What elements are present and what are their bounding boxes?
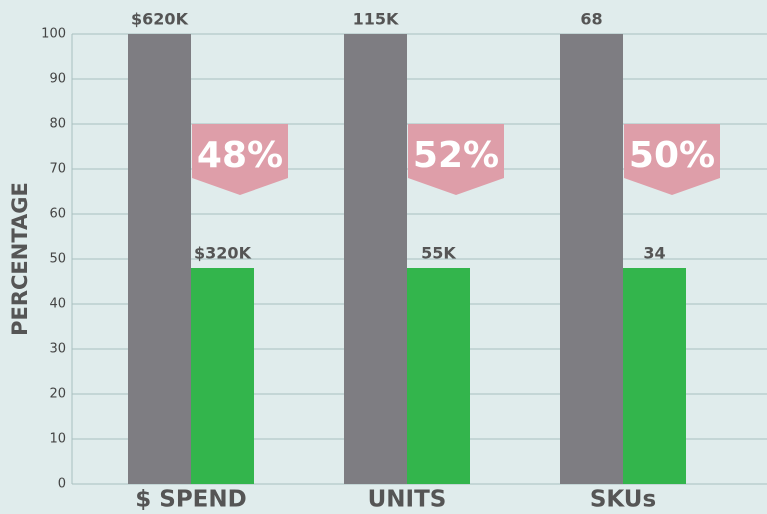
bar-label: 55K	[421, 244, 456, 263]
y-tick-label: 60	[49, 207, 66, 222]
bar-label: $320K	[194, 244, 252, 263]
bar	[560, 34, 623, 484]
x-tick-label: UNITS	[368, 487, 447, 513]
bar-label: 34	[643, 244, 665, 263]
y-tick-label: 90	[49, 72, 66, 87]
y-tick-label: 10	[49, 432, 66, 447]
y-axis-label: PERCENTAGE	[8, 182, 32, 336]
bar-label: 68	[580, 10, 602, 29]
bar	[191, 268, 254, 484]
callout-text: 52%	[413, 135, 499, 176]
callout-text: 50%	[629, 135, 715, 176]
x-tick-label: $ SPEND	[135, 487, 247, 513]
y-tick-label: 30	[49, 342, 66, 357]
bar-label: $620K	[131, 10, 189, 29]
y-tick-label: 0	[58, 477, 66, 492]
callout-text: 48%	[197, 135, 283, 176]
bar	[344, 34, 407, 484]
bar	[128, 34, 191, 484]
callout-badge	[624, 124, 720, 195]
bar-label: 115K	[353, 10, 399, 29]
y-tick-label: 50	[49, 252, 66, 267]
y-tick-label: 80	[49, 117, 66, 132]
y-tick-label: 100	[41, 27, 66, 42]
y-tick-label: 70	[49, 162, 66, 177]
bar	[407, 268, 470, 484]
callout-badge	[408, 124, 504, 195]
y-tick-label: 20	[49, 387, 66, 402]
bar	[623, 268, 686, 484]
y-tick-label: 40	[49, 297, 66, 312]
callout-badge	[192, 124, 288, 195]
x-tick-label: SKUs	[590, 487, 656, 513]
